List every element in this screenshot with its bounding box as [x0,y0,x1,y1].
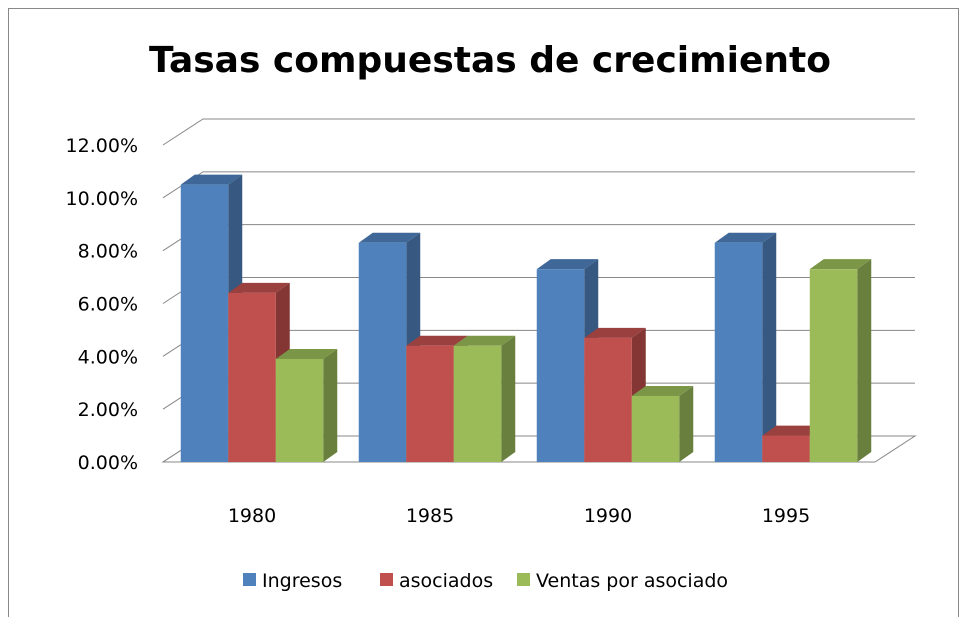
bar [180,184,229,462]
bar [406,345,454,462]
bar-side [762,232,777,462]
bar-top [180,174,243,185]
bar [762,435,810,462]
legend-label: asociados [399,570,493,592]
bar-side [857,259,872,462]
bar-top [809,259,872,270]
legend-swatch [380,573,393,586]
bar [536,269,585,462]
bar [358,242,407,462]
bar [228,292,276,462]
bar-top [536,259,599,270]
x-tick-label: 1995 [762,505,810,527]
bar-side [679,385,694,462]
x-tick-label: 1985 [406,505,454,527]
bar-top [714,232,777,243]
bar [453,345,502,462]
bar-top [358,232,421,243]
bar-side [323,348,338,462]
bar-top [275,348,338,359]
grid-line [162,171,915,199]
bar-top [228,282,290,293]
legend-label: Ventas por asociado [536,570,728,592]
chart-frame [8,8,959,617]
bar-side [501,335,516,462]
x-tick-label: 1980 [228,505,276,527]
y-tick-label: 12.00% [66,135,138,157]
bar [631,395,680,462]
bar-top [631,385,694,396]
bar-top [453,335,516,346]
bar-top [762,425,824,436]
y-tick-label: 2.00% [78,399,138,421]
chart-title: Tasas compuestas de crecimiento [149,40,831,81]
bar [809,269,858,462]
legend-swatch [243,573,256,586]
y-tick-label: 8.00% [78,241,138,263]
bar-top [584,327,646,338]
bar [714,242,763,462]
y-tick-label: 0.00% [78,452,138,474]
grid-line [162,118,915,146]
y-tick-label: 4.00% [78,346,138,368]
bar-top [406,335,468,346]
x-tick-label: 1990 [584,505,632,527]
grid-line [162,224,915,252]
bar [584,337,632,462]
legend-swatch [517,573,530,586]
y-tick-label: 6.00% [78,294,138,316]
bar [275,358,324,462]
legend-label: Ingresos [262,570,342,592]
y-tick-label: 10.00% [66,188,138,210]
